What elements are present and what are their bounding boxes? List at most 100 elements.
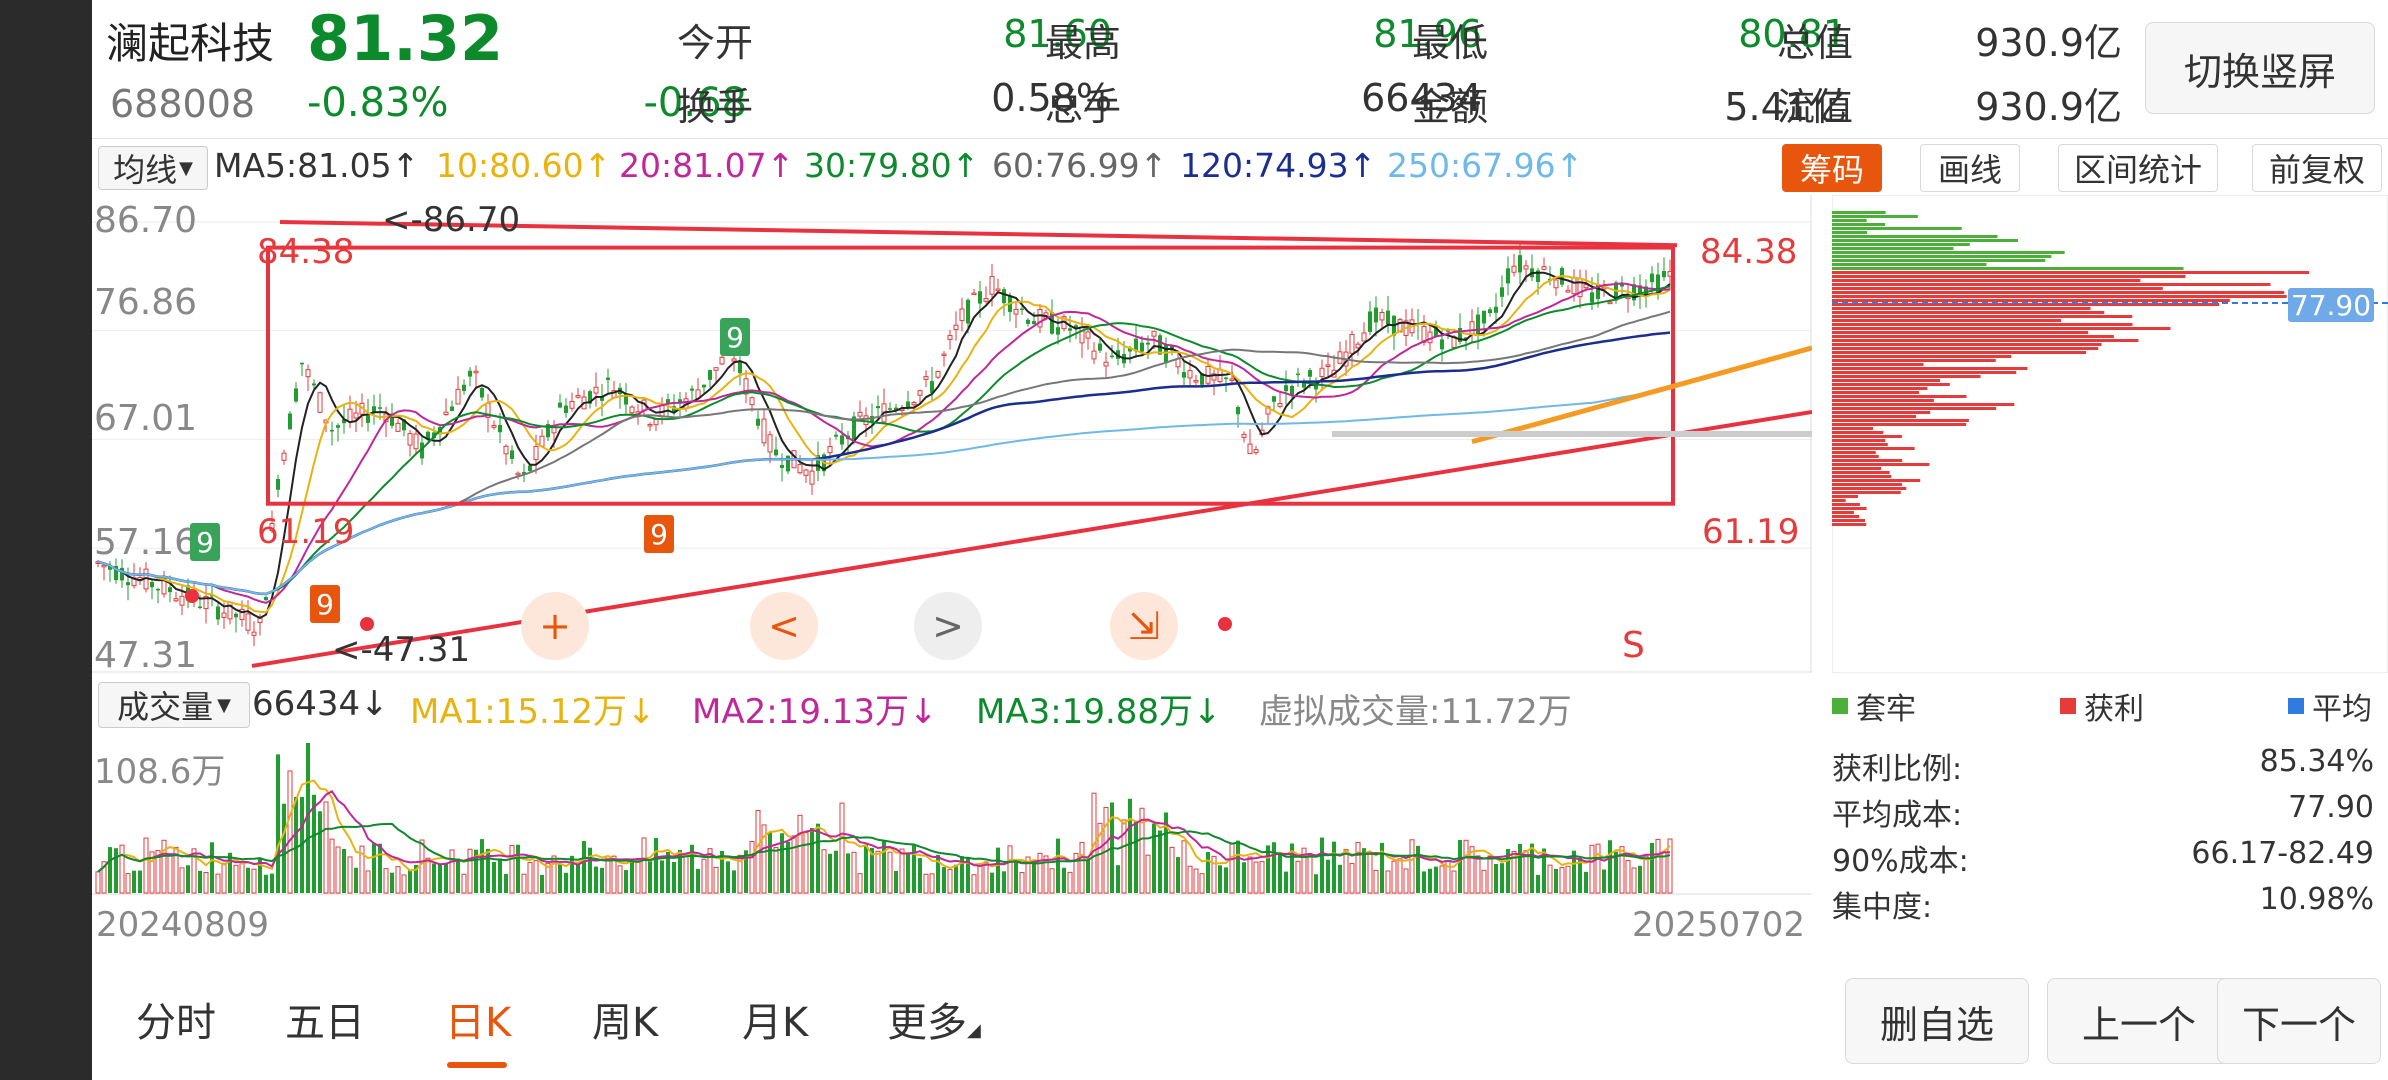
signal-dot — [1218, 617, 1232, 631]
chip-bar — [1832, 347, 2099, 350]
tab-five-day[interactable]: 五日 — [285, 1000, 365, 1046]
chip-bar — [1832, 487, 1907, 490]
chip-bar — [1832, 427, 1874, 430]
volume-bar — [401, 874, 407, 894]
volume-bar — [966, 857, 970, 893]
y-label-3: 67.01 — [94, 398, 198, 439]
sell-signal-marker: S — [1622, 625, 1645, 666]
candle-body — [366, 414, 370, 423]
candle-body — [1458, 327, 1462, 342]
volume-bar — [1434, 866, 1438, 893]
change-amount: -0.68 — [643, 80, 748, 126]
chip-bar — [1832, 523, 1867, 526]
volume-bar — [155, 849, 161, 894]
kline-chart[interactable] — [92, 195, 1812, 673]
min-price-marker: <-47.31 — [332, 630, 471, 670]
candle-body — [774, 449, 778, 456]
shrink-button[interactable]: ⇲ — [1110, 592, 1178, 660]
legend-trapped: 套牢 — [1832, 684, 1916, 728]
volume-bar — [210, 842, 214, 893]
volume-bar — [923, 873, 929, 894]
candle-body — [1037, 308, 1043, 328]
candle-body — [1656, 274, 1660, 294]
volume-bar — [365, 870, 371, 894]
tab-daily-k[interactable]: 日K — [445, 1000, 512, 1046]
chip-bar — [1832, 423, 1967, 426]
previous-stock-button[interactable]: 上一个 — [2047, 978, 2231, 1064]
candle-body — [786, 455, 790, 472]
chip-bar — [1832, 451, 1876, 454]
chip-bar — [1832, 503, 1860, 506]
volume-bar — [492, 861, 496, 893]
volume-bar — [1199, 873, 1205, 894]
chips-button[interactable]: 筹码 — [1782, 144, 1882, 192]
volume-bar — [1247, 856, 1253, 894]
volume-bar — [1145, 854, 1151, 894]
candle-body — [353, 412, 359, 419]
chip-bar — [1832, 303, 2220, 306]
volume-bar — [1073, 852, 1079, 894]
volume-bar — [1014, 862, 1018, 893]
ma-selector[interactable]: 均线 ▼ — [98, 146, 208, 190]
volume-bar — [1301, 847, 1307, 894]
candle-body — [305, 369, 311, 378]
tab-intraday[interactable]: 分时 — [136, 1000, 216, 1046]
scroll-right-button[interactable]: > — [914, 592, 982, 660]
candle-body — [546, 424, 550, 438]
volume-bar — [533, 860, 539, 894]
tab-monthly-k[interactable]: 月K — [742, 1000, 809, 1046]
volume-bar — [780, 833, 784, 893]
volume-bar — [1002, 871, 1006, 893]
volume-bar — [1320, 837, 1324, 893]
chip-bar — [1832, 279, 2141, 282]
tab-weekly-k[interactable]: 周K — [592, 1000, 659, 1046]
draw-line-button[interactable]: 画线 — [1920, 144, 2020, 192]
volume-bar — [294, 796, 298, 893]
quote-label-volume: 总手 — [1045, 85, 1122, 129]
volume-bar — [918, 858, 922, 893]
chip-bar — [1832, 307, 2091, 310]
volume-chart[interactable] — [92, 735, 1812, 895]
virtual-volume: 虚拟成交量:11.72万 — [1259, 692, 1572, 732]
candle-body — [1013, 308, 1019, 315]
volume-bar — [378, 843, 382, 893]
volume-bar — [119, 844, 125, 894]
range-high-left: 84.38 — [257, 232, 355, 272]
volume-bar — [173, 846, 179, 894]
range-stats-button[interactable]: 区间统计 — [2058, 144, 2218, 192]
volume-bar — [329, 838, 335, 894]
zoom-in-button[interactable]: + — [521, 592, 589, 660]
volume-bar — [1152, 823, 1156, 893]
candle-body — [935, 371, 941, 378]
scroll-left-button[interactable]: < — [750, 592, 818, 660]
next-stock-button[interactable]: 下一个 — [2217, 978, 2381, 1064]
trend-line — [251, 409, 1812, 668]
volume-bar — [1385, 870, 1391, 894]
legend-swatch — [2288, 698, 2304, 714]
chip-bar — [1832, 235, 1998, 238]
candle-body — [719, 356, 725, 365]
y-label-4: 57.16 — [94, 522, 198, 563]
chip-bar — [1832, 379, 1941, 382]
volume-bar — [276, 754, 280, 893]
indicator-selector[interactable]: 成交量 ▼ — [98, 682, 250, 728]
candle-body — [1272, 396, 1276, 402]
volume-bar — [1121, 819, 1127, 894]
candle-body — [450, 406, 454, 411]
volume-bar — [947, 869, 953, 894]
remove-watchlist-button[interactable]: 删自选 — [1845, 978, 2029, 1064]
candle-body — [816, 455, 820, 471]
tab-more[interactable]: 更多◢ — [887, 990, 981, 1048]
switch-portrait-button[interactable]: 切换竖屏 — [2145, 22, 2375, 114]
adjust-button[interactable]: 前复权 — [2252, 144, 2382, 192]
volume-bar — [270, 873, 274, 893]
chip-bar — [1832, 291, 2285, 294]
volume-bar — [1428, 868, 1432, 893]
chip-bar — [1832, 299, 2230, 302]
candle-body — [809, 470, 815, 485]
quote-value-volume: 66434 — [1361, 76, 1482, 120]
volume-bar — [1158, 830, 1162, 893]
candle-body — [1620, 283, 1624, 287]
quote-value-high: 81.96 — [1373, 12, 1482, 56]
chip-bar — [1832, 267, 2184, 270]
